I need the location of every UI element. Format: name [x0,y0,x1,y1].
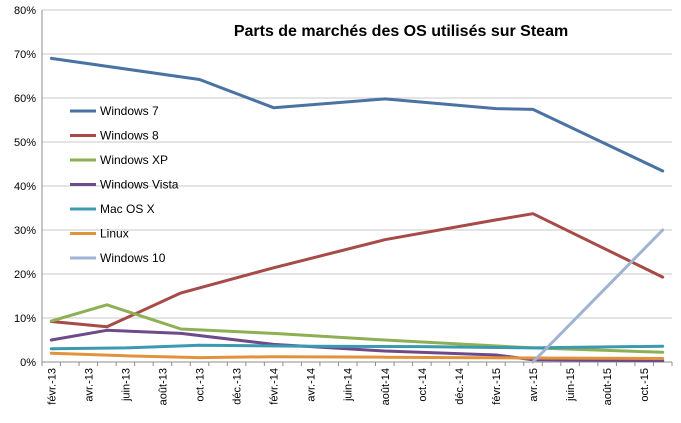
y-tick-label: 20% [14,269,36,281]
legend-label-windows-vista: Windows Vista [100,178,179,192]
y-tick-label: 60% [14,93,36,105]
series-line-mac-os-x [49,343,665,351]
x-tick-label: août-13 [157,368,169,405]
series-line-windows-7 [49,56,665,173]
x-tick-label: févr.-14 [269,368,281,405]
x-tick-label: déc.-14 [454,368,466,405]
y-tick-label: 30% [14,225,36,237]
x-tick-label: avr.-13 [83,368,95,402]
y-tick-label: 80% [14,5,36,17]
x-tick-label: févr.-13 [46,368,58,405]
legend-label-mac-os-x: Mac OS X [100,202,155,216]
y-axis-tick-labels: 0% 10% 20% 30% 40% 50% 60% 70% 80% [14,5,36,369]
y-tick-label: 50% [14,137,36,149]
y-tick-label: 40% [14,181,36,193]
y-tick-label: 0% [20,357,36,369]
x-tick-label: avr.-14 [306,368,318,402]
x-tick-label: oct.-13 [195,368,207,402]
legend-label-windows-10: Windows 10 [100,251,166,265]
x-tick-label: juin-15 [565,368,577,402]
legend-label-windows-xp: Windows XP [100,153,168,167]
series-line-windows-8 [49,212,665,329]
axes [41,10,673,366]
series-line-windows-10 [531,228,665,364]
x-tick-label: févr.-15 [491,368,503,405]
x-tick-label: juin-14 [343,368,355,402]
series-line-linux [49,351,665,360]
x-tick-label: août-14 [380,368,392,405]
x-tick-label: oct.-14 [417,368,429,402]
legend-label-linux: Linux [100,227,129,241]
x-tick-label: avr.-15 [528,368,540,402]
legend-label-windows-8: Windows 8 [100,129,159,143]
legend: Windows 7 Windows 8 Windows XP Windows Vist… [70,104,179,265]
legend-label-windows-7: Windows 7 [100,104,159,118]
x-tick-label: oct.-15 [639,368,651,402]
x-tick-label: juin-13 [120,368,132,402]
y-tick-label: 70% [14,49,36,61]
x-tick-label: août-15 [602,368,614,405]
x-axis-tick-labels: févr.-13 avr.-13 juin-13 août-13 oct.-13 déc.… [46,368,651,405]
series-lines [49,56,665,364]
x-tick-label: déc.-13 [232,368,244,405]
y-tick-label: 10% [14,313,36,325]
chart-title: Parts de marchés des OS utilisés sur Ste… [234,23,568,40]
